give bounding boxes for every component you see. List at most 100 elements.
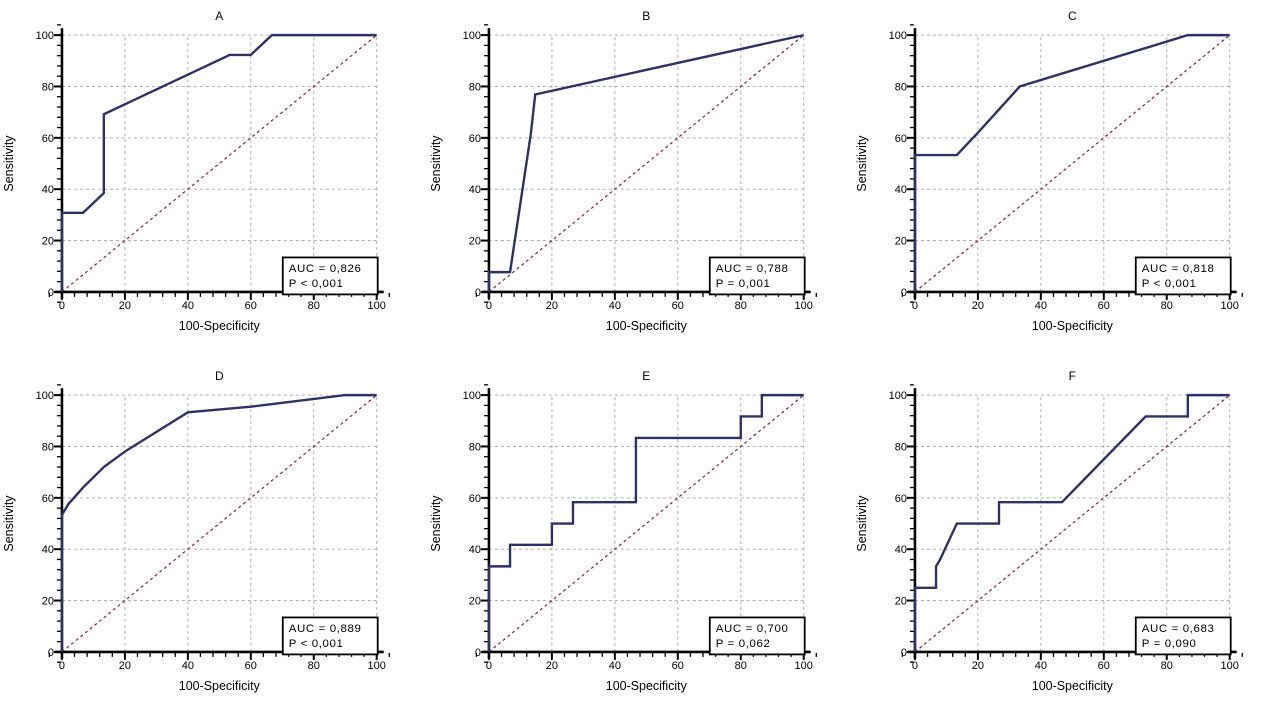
x-tick-label: 80 (1161, 660, 1173, 672)
x-tick-label: 0 (912, 300, 918, 312)
x-tick-label: 100 (794, 660, 812, 672)
x-axis-label: 100-Specificity (1032, 679, 1114, 693)
p-value-text: P = 0,001 (715, 278, 770, 290)
x-tick-label: 60 (671, 300, 683, 312)
y-tick-label: 60 (468, 133, 480, 145)
panel-title: C (1068, 9, 1077, 23)
auc-value-text: AUC = 0,889 (289, 623, 362, 635)
x-tick-label: 20 (119, 300, 131, 312)
y-tick-label: 0 (475, 647, 481, 659)
x-tick-label: 20 (972, 660, 984, 672)
x-tick-label: 80 (1161, 300, 1173, 312)
roc-panel-d: 0 0 20 20 40 40 60 60 80 80 100 100 AUC = 0,889 P < 0… (0, 360, 427, 720)
y-tick-label: 20 (42, 236, 54, 248)
x-tick-label: 60 (671, 660, 683, 672)
x-tick-label: 40 (182, 660, 194, 672)
x-axis-label: 100-Specificity (605, 679, 687, 693)
auc-annotation-box (708, 616, 806, 656)
auc-value-text: AUC = 0,683 (1142, 623, 1215, 635)
p-value-text: P < 0,001 (1142, 278, 1197, 290)
roc-plot-f: 00 20 20 40 40 60 60 80 80 100 100 AUC = 0,683 P = 0… (853, 360, 1280, 720)
x-tick-label: 40 (182, 300, 194, 312)
roc-curve (60, 33, 377, 292)
y-tick-label: 20 (468, 596, 480, 608)
y-tick-label: 80 (468, 441, 480, 453)
reference-diagonal-line (914, 394, 1231, 653)
x-tick-label: 40 (1035, 660, 1047, 672)
p-value-text: P < 0,001 (289, 638, 344, 650)
y-axis-label: Sensitivity (429, 495, 443, 552)
y-tick-label: 40 (468, 184, 480, 196)
y-tick-label: 0 (475, 287, 481, 299)
y-tick-label: 100 (36, 390, 54, 402)
roc-panel-c: 0 0 20 20 40 40 60 60 80 80 100 100 AUC = 0,818 P < 0… (853, 0, 1280, 360)
auc-annotation-box (1135, 256, 1232, 296)
roc-panel-b: 0 0 20 20 40 40 60 60 80 80 100 100 AUC = 0,788 P = 0… (426, 0, 854, 360)
plot-background (0, 360, 427, 720)
x-tick-label: 100 (368, 660, 386, 672)
x-tick-label: 100 (1221, 660, 1239, 672)
y-axis-label: Sensitivity (855, 135, 869, 192)
x-tick-label: 40 (608, 300, 620, 312)
roc-plot-b: 00 20 20 40 40 60 60 80 80 100 100 AUC = 0,788 P = 0… (426, 0, 854, 360)
y-tick-label: 100 (462, 390, 480, 402)
panel-title: D (215, 369, 224, 383)
auc-value-text: AUC = 0,826 (289, 263, 362, 275)
y-tick-label: 40 (895, 184, 907, 196)
y-tick-label: 100 (462, 30, 480, 42)
x-tick-label: 40 (608, 660, 620, 672)
y-tick-label: 40 (42, 544, 54, 556)
y-tick-label: 20 (895, 596, 907, 608)
y-tick-label: 100 (36, 30, 54, 42)
y-tick-label: 0 (901, 287, 907, 299)
x-tick-label: 20 (545, 300, 557, 312)
plot-background (426, 0, 854, 360)
roc-curve (914, 393, 1231, 652)
reference-diagonal-line (61, 394, 378, 653)
plot-background (853, 360, 1280, 720)
y-axis-label: Sensitivity (429, 135, 443, 192)
y-tick-label: 60 (895, 133, 907, 145)
y-tick-label: 20 (42, 596, 54, 608)
roc-curve (914, 33, 1231, 292)
y-axis-label: Sensitivity (2, 135, 16, 192)
x-tick-label: 20 (545, 660, 557, 672)
y-tick-label: 40 (42, 184, 54, 196)
y-tick-label: 80 (895, 441, 907, 453)
x-tick-label: 60 (1098, 300, 1110, 312)
panel-title: E (642, 369, 650, 383)
roc-curve (487, 33, 804, 292)
x-tick-label: 80 (308, 300, 320, 312)
panel-title: B (642, 9, 650, 23)
y-tick-label: 60 (42, 133, 54, 145)
x-tick-label: 80 (734, 300, 746, 312)
y-tick-label: 0 (48, 647, 54, 659)
y-tick-label: 60 (468, 493, 480, 505)
x-tick-label: 20 (119, 660, 131, 672)
x-tick-label: 0 (912, 660, 918, 672)
reference-diagonal-line (914, 34, 1231, 293)
x-axis-label: 100-Specificity (1032, 319, 1114, 333)
y-tick-label: 80 (895, 81, 907, 93)
auc-value-text: AUC = 0,818 (1142, 263, 1215, 275)
auc-value-text: AUC = 0,700 (715, 623, 788, 635)
reference-diagonal-line (61, 34, 378, 293)
x-tick-label: 80 (734, 660, 746, 672)
x-tick-label: 100 (794, 300, 812, 312)
roc-plot-c: 00 20 20 40 40 60 60 80 80 100 100 AUC = 0,818 P < 0… (853, 0, 1280, 360)
x-tick-label: 0 (59, 300, 65, 312)
y-tick-label: 0 (48, 287, 54, 299)
panel-title: A (215, 9, 223, 23)
roc-panel-f: 0 0 20 20 40 40 60 60 80 80 100 100 AUC = 0,683 P = 0… (853, 360, 1280, 720)
p-value-text: P = 0,090 (1142, 638, 1197, 650)
roc-plot-a: 00 20 20 40 40 60 60 80 80 100 100 AUC = 0,826 P < 0… (0, 0, 427, 360)
reference-diagonal-line (488, 394, 804, 653)
x-tick-label: 80 (308, 660, 320, 672)
panel-title: F (1069, 369, 1076, 383)
x-tick-label: 0 (486, 660, 492, 672)
x-tick-label: 20 (972, 300, 984, 312)
reference-diagonal-line (488, 34, 804, 293)
y-tick-label: 100 (889, 30, 907, 42)
x-tick-label: 0 (59, 660, 65, 672)
